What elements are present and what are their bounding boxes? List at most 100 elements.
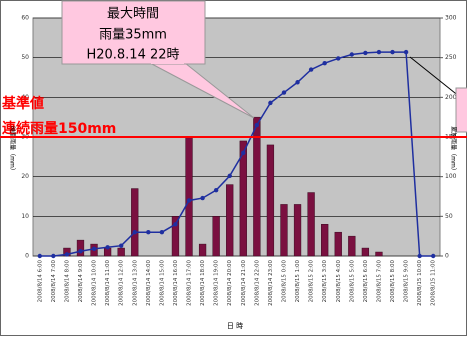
bar (117, 247, 125, 257)
line-marker (186, 198, 192, 203)
bar (226, 184, 234, 257)
line-marker (254, 122, 260, 128)
line-marker (308, 67, 314, 72)
x-tick-label: 2008/8/14 8:00 (64, 260, 70, 303)
x-tick-label: 2008/8/15 10:00 (417, 260, 423, 306)
x-tick-label: 2008/8/14 21:00 (241, 260, 247, 306)
y-tick-label: 40 (21, 94, 29, 101)
x-tick-label: 2008/8/15 5:00 (349, 260, 355, 303)
line-marker (132, 230, 137, 235)
x-tick-label: 2008/8/14 23:00 (268, 260, 274, 306)
x-tick-label: 2008/8/14 13:00 (132, 260, 138, 306)
line-marker (37, 253, 42, 259)
y2-tick-label: 250 (445, 54, 457, 61)
callout-text: H20.8.14 22時 (86, 48, 179, 63)
bar (375, 251, 383, 257)
bar (185, 136, 193, 257)
y2-tick-label: 200 (445, 94, 457, 101)
x-tick-label: 2008/8/14 6:00 (37, 260, 43, 303)
line-marker (417, 253, 422, 259)
line-marker (281, 90, 287, 95)
bar (239, 140, 247, 257)
bar (171, 216, 180, 257)
threshold-label: 連続雨量150mm (2, 120, 116, 137)
line-marker (159, 230, 165, 235)
y-tick-label: 50 (21, 54, 29, 61)
x-tick-label: 2008/8/14 14:00 (146, 260, 152, 306)
line-marker (91, 246, 97, 252)
line-marker (336, 56, 341, 61)
bar (131, 188, 139, 257)
x-tick-label: 2008/8/15 3:00 (322, 260, 328, 303)
x-tick-label: 2008/8/14 16:00 (173, 260, 179, 306)
callout-text: 最大時間 (107, 7, 159, 22)
line-marker (118, 243, 124, 248)
bar (253, 116, 261, 257)
cumulative-line (39, 51, 434, 257)
y2-tick-label: 300 (445, 15, 457, 22)
y-tick-label: 0 (25, 253, 29, 260)
line-marker (51, 253, 56, 259)
line-marker (363, 50, 368, 56)
line-marker (78, 249, 83, 254)
bar (307, 192, 315, 257)
x-tick-label: 2008/8/14 12:00 (119, 260, 125, 306)
bar (280, 204, 288, 257)
line-marker (295, 80, 300, 85)
y2-tick-label: 100 (445, 173, 457, 180)
line-marker (241, 150, 246, 156)
line-marker (146, 230, 151, 235)
line-marker (390, 49, 395, 55)
x-tick-label: 2008/8/14 20:00 (227, 260, 233, 306)
line-marker (349, 52, 355, 57)
x-tick-label: 2008/8/14 7:00 (51, 260, 57, 303)
x-axis-title: 日 時 (227, 322, 243, 330)
callout-box-cut (455, 87, 467, 133)
x-tick-label: 2008/8/15 7:00 (376, 260, 382, 303)
x-tick-label: 2008/8/15 9:00 (404, 260, 410, 303)
line-marker (200, 195, 205, 201)
x-tick-label: 2008/8/14 19:00 (214, 260, 220, 306)
pointer (409, 56, 461, 98)
callout-text: 雨量35mm (99, 28, 167, 43)
y-tick-label: 10 (21, 213, 29, 220)
x-tick-label: 2008/8/14 11:00 (105, 260, 111, 306)
bar (76, 239, 85, 257)
y2-tick-label: 0 (445, 253, 449, 260)
y-tick-label: 20 (21, 173, 29, 180)
line-marker (227, 173, 232, 179)
line-marker (376, 49, 382, 55)
y-tick-label: 60 (21, 15, 29, 22)
line-marker (213, 187, 219, 193)
x-tick-label: 2008/8/14 9:00 (78, 260, 84, 303)
line-marker (322, 61, 327, 66)
bar (293, 204, 302, 257)
bar (198, 243, 207, 257)
x-tick-label: 2008/8/14 18:00 (200, 260, 206, 306)
line-marker (105, 245, 110, 250)
x-tick-label: 2008/8/15 1:00 (295, 260, 301, 303)
x-tick-label: 2008/8/14 15:00 (159, 260, 165, 306)
line-marker (64, 252, 70, 257)
callout-box (61, 0, 206, 65)
x-tick-label: 2008/8/15 0:00 (281, 260, 287, 303)
y2-tick-label: 50 (445, 213, 453, 220)
line-marker (268, 100, 273, 106)
bar (334, 231, 342, 257)
bar (212, 216, 220, 257)
line-marker (431, 253, 436, 259)
x-tick-label: 2008/8/14 17:00 (187, 260, 193, 306)
x-tick-label: 2008/8/15 8:00 (390, 260, 396, 303)
x-tick-label: 2008/8/14 22:00 (254, 260, 260, 306)
y-axis-title: 時間雨量（mm） (9, 126, 17, 174)
x-tick-label: 2008/8/15 4:00 (336, 260, 342, 303)
bar (348, 235, 356, 257)
y2-axis-title: 累加雨量（mm） (450, 126, 458, 174)
line-marker (403, 49, 409, 55)
threshold-label: 基準値 (2, 95, 44, 112)
line-marker (173, 222, 178, 227)
bar (321, 224, 329, 257)
x-tick-label: 2008/8/15 2:00 (309, 260, 315, 303)
x-tick-label: 2008/8/15 11:00 (431, 260, 437, 306)
